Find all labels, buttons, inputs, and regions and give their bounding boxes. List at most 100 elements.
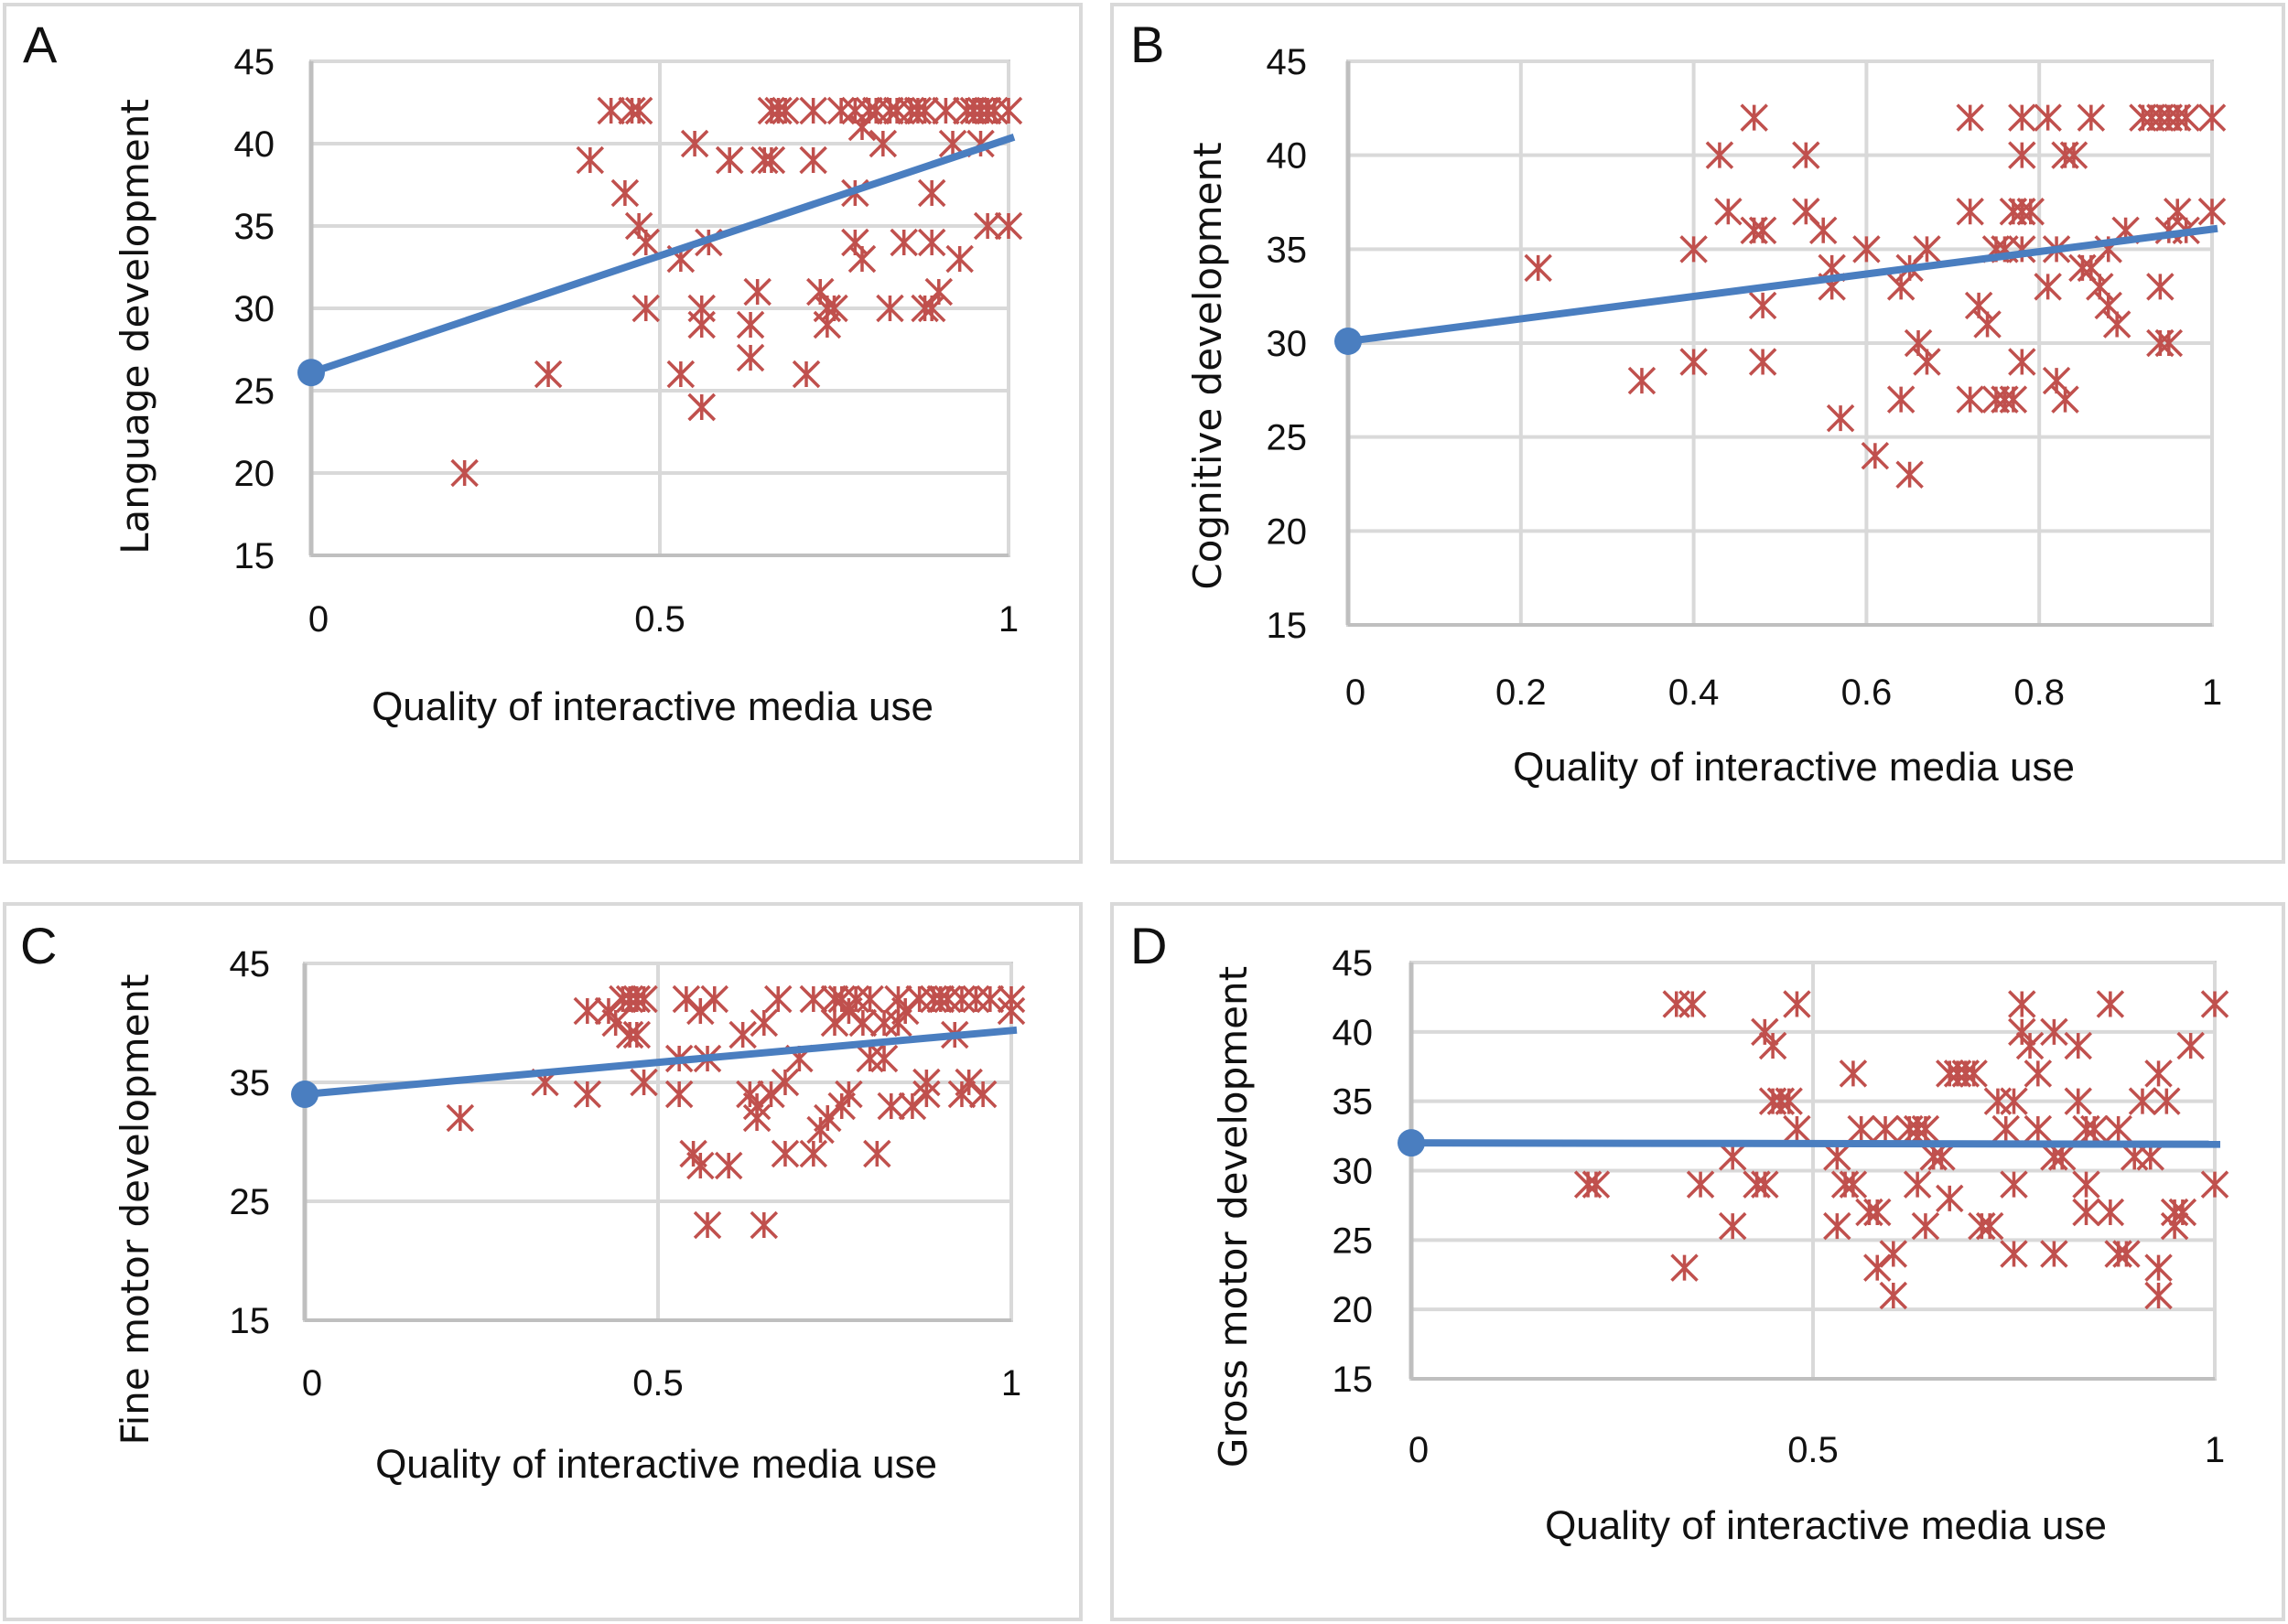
panel-b-intercept-marker [1334, 327, 1362, 355]
panel-a-intercept-marker [297, 359, 325, 387]
scatter-point [1792, 141, 1820, 169]
scatter-point [2040, 1017, 2068, 1047]
panel-d: D Gross motor development Quality of int… [1130, 917, 2229, 1548]
scatter-point [994, 211, 1023, 241]
scatter-point [1913, 348, 1941, 376]
panel-b-ytick-label: 35 [1267, 230, 1308, 270]
scatter-point [799, 1139, 828, 1168]
scatter-point [1879, 1281, 1908, 1310]
scatter-point [1758, 1031, 1787, 1060]
scatter-point [2051, 385, 2079, 414]
panel-c-trend-line [304, 1026, 1018, 1098]
panel-b-xtick-label: 0.6 [1841, 672, 1893, 713]
scatter-point [2000, 1170, 2028, 1199]
panel-c-ytick-label: 45 [230, 944, 271, 984]
scatter-point [680, 129, 709, 158]
panel-d-ytick-label: 25 [1333, 1221, 1374, 1261]
panel-a-ytick-label: 40 [234, 124, 275, 165]
scatter-point [2144, 1253, 2173, 1282]
panel-b-xlabel: Quality of interactive media use [1513, 745, 2075, 790]
scatter-point [1895, 460, 1924, 489]
panel-a-trend-line [309, 134, 1016, 376]
panel-d-ytick-label: 40 [1333, 1013, 1374, 1053]
scatter-point [2047, 1143, 2077, 1171]
scatter-point [714, 1151, 743, 1180]
scatter-point [1524, 253, 1552, 283]
panel-c-ytick-label: 15 [230, 1301, 271, 1341]
panel-b: B Cognitive development Quality of inter… [1130, 16, 2227, 790]
scatter-point [687, 310, 716, 339]
scatter-point [624, 96, 653, 125]
scatter-point [2008, 141, 2036, 169]
scatter-point [1823, 1211, 1851, 1241]
scatter-point [1783, 1114, 1811, 1144]
scatter-point [934, 984, 962, 1014]
scatter-point [911, 96, 939, 125]
scatter-point [1852, 235, 1881, 263]
scatter-point [664, 1080, 694, 1109]
panel-d-plot: 15 20 25 30 35 40 45 0 0.5 1 [1333, 943, 2229, 1470]
scatter-point [2024, 1059, 2053, 1088]
scatter-point [728, 1020, 757, 1049]
scatter-point [597, 96, 625, 125]
panel-a-ytick-label: 45 [234, 42, 275, 82]
scatter-point [2146, 273, 2175, 301]
scatter-point [1670, 1253, 1699, 1282]
panel-c-intercept-marker [291, 1081, 318, 1108]
scatter-point [1714, 198, 1743, 226]
scatter-point [2096, 1198, 2125, 1227]
scatter-point [792, 360, 821, 389]
panel-d-letter: D [1130, 917, 1167, 974]
scatter-point [863, 1139, 891, 1168]
scatter-point [2015, 1031, 2045, 1060]
scatter-point [1748, 348, 1777, 376]
panel-a-xtick-label: 0 [308, 599, 329, 640]
scatter-point [2144, 1281, 2173, 1310]
panel-d-xlabel: Quality of interactive media use [1545, 1503, 2107, 1548]
scatter-point [757, 145, 786, 175]
panel-c-ytick-label: 25 [230, 1182, 271, 1222]
scatter-point [2034, 103, 2062, 132]
scatter-point [622, 1020, 652, 1049]
scatter-point [877, 1092, 905, 1121]
panel-c-xtick-label: 1 [1001, 1363, 1021, 1404]
scatter-point [1775, 1087, 1803, 1115]
panel-b-xtick-label: 0.2 [1495, 672, 1547, 713]
scatter-point [2016, 198, 2045, 226]
scatter-point [1973, 310, 2002, 339]
scatter-point [771, 96, 800, 125]
panel-a-letter: A [23, 16, 58, 73]
scatter-point [1718, 1143, 1747, 1171]
panel-a-plot: 15 20 25 30 35 40 45 0 0.5 1 [234, 42, 1023, 640]
panel-d-xtick-label: 0.5 [1787, 1430, 1839, 1470]
scatter-point [1956, 103, 1984, 132]
scatter-point [962, 984, 990, 1014]
scatter-point [976, 984, 1005, 1014]
panel-d-ylabel: Gross motor development [1211, 966, 1256, 1468]
panel-c-xlabel: Quality of interactive media use [375, 1442, 937, 1487]
panel-c-ytick-label: 35 [230, 1063, 271, 1103]
panel-b-ytick-label: 45 [1267, 42, 1308, 82]
scatter-point [2077, 103, 2106, 132]
scatter-point [1581, 1170, 1611, 1199]
scatter-point [631, 228, 660, 257]
scatter-point [686, 1151, 715, 1180]
scatter-point [1936, 1184, 1964, 1213]
panel-b-ytick-label: 25 [1267, 418, 1308, 458]
scatter-point [630, 1068, 658, 1097]
panel-a-ytick-label: 15 [234, 536, 275, 576]
panel-b-letter: B [1130, 16, 1164, 73]
scatter-point [2000, 1087, 2028, 1115]
scatter-point [1913, 235, 1941, 263]
scatter-point [576, 145, 605, 175]
scatter-point [835, 1080, 863, 1109]
scatter-point [573, 1080, 602, 1109]
scatter-point [2168, 1198, 2197, 1227]
scatter-point [1808, 216, 1838, 245]
scatter-point [2104, 1114, 2132, 1144]
scatter-point [2040, 1240, 2068, 1268]
scatter-point [1783, 990, 1811, 1018]
panel-c-xtick-label: 0.5 [632, 1363, 684, 1404]
scatter-point [856, 1044, 884, 1073]
scatter-point [2154, 328, 2184, 358]
